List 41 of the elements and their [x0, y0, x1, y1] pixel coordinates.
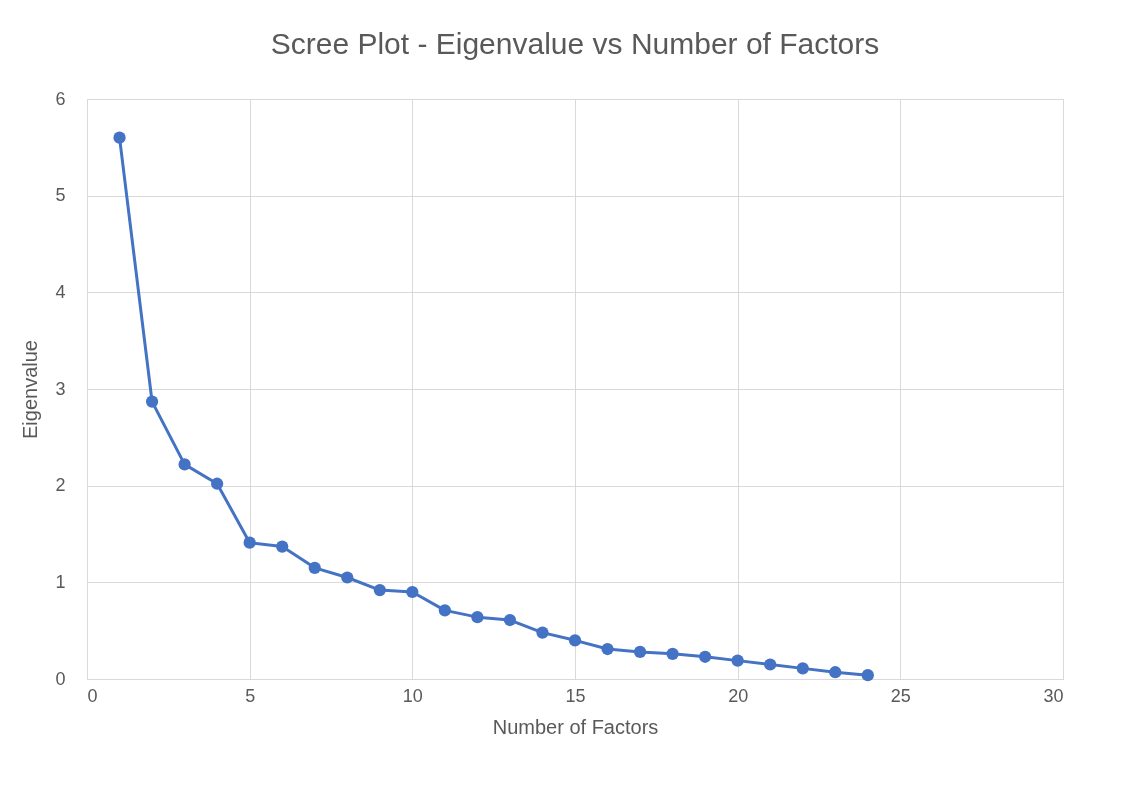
x-tick-label: 5 — [245, 685, 256, 706]
y-tick-label: 0 — [55, 668, 66, 689]
point — [145, 395, 159, 408]
point — [211, 477, 224, 490]
point — [568, 634, 582, 647]
point — [438, 604, 451, 617]
point — [276, 540, 289, 553]
point — [796, 662, 809, 675]
y-tick-label: 4 — [55, 281, 66, 302]
y-tick-label: 3 — [55, 378, 66, 399]
point — [633, 645, 647, 659]
point — [373, 583, 386, 597]
point — [699, 650, 712, 663]
point — [503, 613, 517, 627]
point — [601, 642, 614, 656]
y-tick-label: 6 — [55, 88, 66, 109]
y-tick-label: 5 — [55, 185, 66, 206]
point — [406, 585, 419, 599]
point — [861, 669, 874, 682]
point — [731, 654, 744, 667]
point — [666, 647, 679, 660]
x-tick-label: 25 — [890, 685, 911, 706]
y-tick-label: 1 — [55, 571, 66, 592]
point — [471, 611, 484, 624]
point — [829, 666, 842, 679]
y-tick-label: 2 — [55, 475, 66, 496]
point — [341, 571, 354, 584]
x-tick-label: 10 — [402, 685, 423, 706]
x-tick-label: 30 — [1043, 685, 1064, 706]
x-tick-label: 15 — [565, 685, 586, 706]
chart-title: Scree Plot - Eigenvalue vs Number of Factors — [270, 27, 880, 60]
point — [243, 536, 256, 549]
point — [536, 626, 549, 639]
point — [308, 561, 321, 574]
x-tick-label: 20 — [728, 685, 749, 706]
point — [178, 458, 191, 471]
y-axis-title: Eigenvalue — [19, 340, 42, 439]
x-tick-label: 0 — [87, 685, 98, 706]
point — [113, 131, 126, 144]
point — [764, 658, 777, 671]
x-axis-title: Number of Factors — [492, 715, 659, 738]
